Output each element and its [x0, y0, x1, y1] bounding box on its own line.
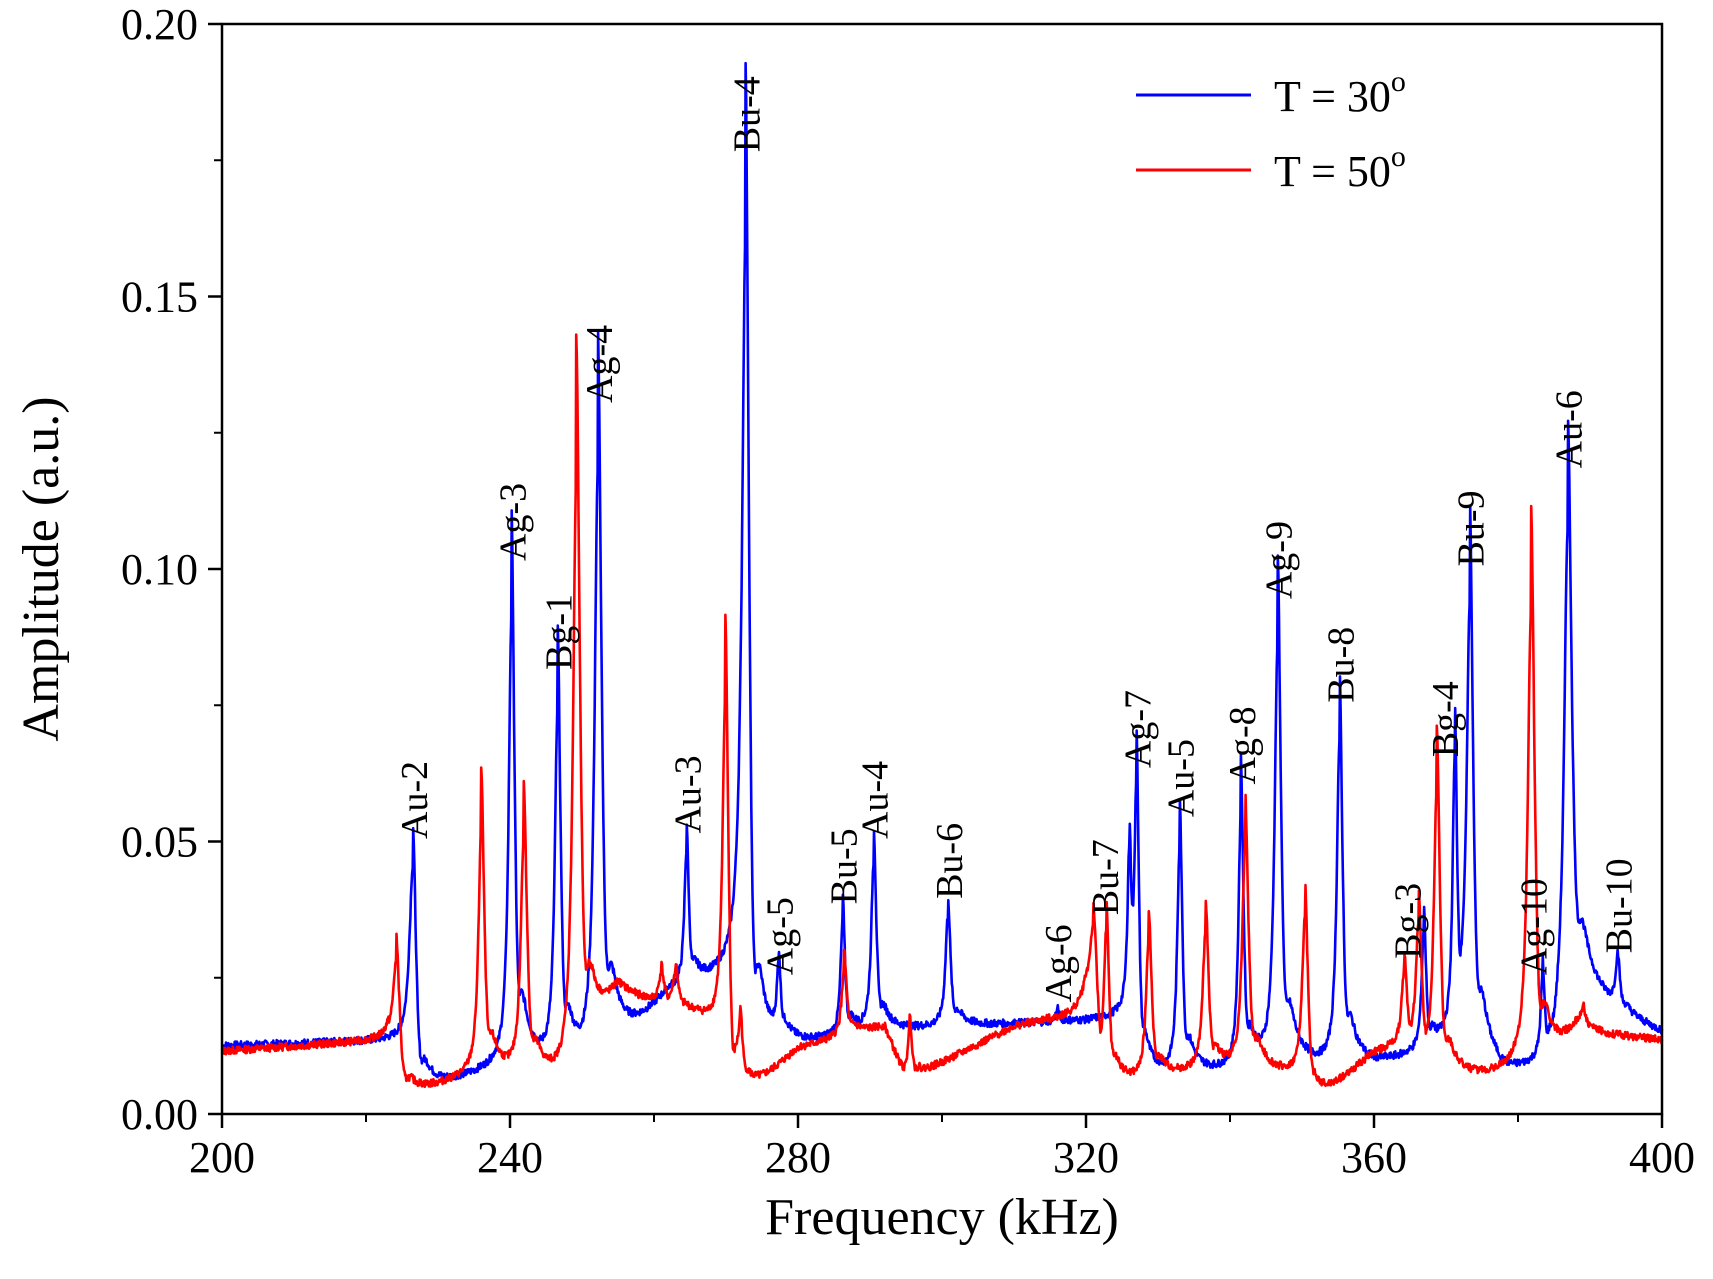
peak-label: Ag-9 — [1259, 521, 1301, 599]
legend-label-superscript: o — [1391, 65, 1406, 98]
peak-label: Bu-9 — [1451, 490, 1493, 566]
plot-frame — [220, 22, 1664, 1116]
peak-label: Au-3 — [667, 755, 709, 833]
peak-label: Bu-4 — [726, 76, 768, 152]
peak-label: Ag-5 — [760, 897, 802, 975]
x-tick-label: 280 — [765, 1133, 831, 1182]
legend-label-superscript: o — [1391, 140, 1406, 173]
series-line-t30 — [221, 61, 1664, 1081]
peak-label: Au-4 — [855, 761, 897, 839]
peak-label: Bu-5 — [824, 828, 866, 904]
peak-label: Ag-8 — [1222, 706, 1264, 784]
x-tick-label: 320 — [1053, 1133, 1119, 1182]
y-tick-label: 0.20 — [121, 0, 198, 49]
peak-label: Bu-8 — [1320, 627, 1362, 703]
series-line-t50 — [220, 333, 1664, 1088]
peak-label: Bu-10 — [1598, 858, 1640, 953]
axis-ticks: 200 240 280 320 360 400 0.00 0.05 0.10 0.15 0.20 — [121, 0, 1695, 1182]
legend-label: T = 30o — [1274, 65, 1406, 121]
peak-label: Bu-6 — [929, 823, 971, 899]
peak-label: Ag-7 — [1117, 690, 1159, 768]
y-axis-title: Amplitude (a.u.) — [13, 396, 70, 741]
peak-label: Ag-4 — [579, 325, 621, 403]
peak-label: Bg-4 — [1425, 681, 1467, 757]
x-tick-label: 200 — [189, 1133, 255, 1182]
peak-label: Bu-7 — [1085, 839, 1127, 915]
y-tick-label: 0.05 — [121, 818, 198, 867]
legend-label-text: T = 50 — [1274, 147, 1391, 196]
y-tick-label: 0.15 — [121, 273, 198, 322]
y-tick-label: 0.00 — [121, 1090, 198, 1139]
x-axis-title: Frequency (kHz) — [765, 1189, 1119, 1246]
peak-label: Bg-3 — [1387, 883, 1429, 959]
peak-label: Bg-1 — [539, 594, 581, 670]
x-tick-label: 400 — [1629, 1133, 1695, 1182]
peak-label: Au-6 — [1549, 390, 1591, 468]
peak-label: Ag-6 — [1038, 924, 1080, 1002]
legend-label: T = 50o — [1274, 140, 1406, 196]
x-tick-label: 360 — [1341, 1133, 1407, 1182]
peak-label: Ag-3 — [492, 483, 534, 561]
x-tick-label: 240 — [477, 1133, 543, 1182]
series-layer — [220, 61, 1664, 1088]
peak-label: Au-5 — [1161, 739, 1203, 817]
peak-label: Ag-10 — [1513, 878, 1555, 975]
legend-label-text: T = 30 — [1274, 72, 1391, 121]
y-tick-label: 0.10 — [121, 545, 198, 594]
peak-annotations: Au-2 Ag-3Bg-1 Ag-4 Au-3 Bu-4 Ag-5 Bu-5Au-4 Bu-6… — [394, 76, 1641, 1002]
peak-label: Au-2 — [394, 761, 436, 839]
